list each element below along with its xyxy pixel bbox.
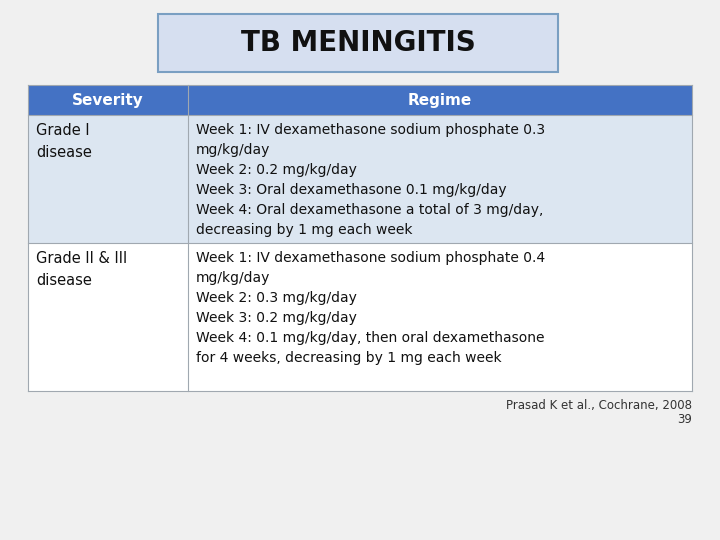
FancyBboxPatch shape: [158, 14, 558, 72]
Text: Week 1: IV dexamethasone sodium phosphate 0.3
mg/kg/day
Week 2: 0.2 mg/kg/day
We: Week 1: IV dexamethasone sodium phosphat…: [196, 123, 545, 237]
Text: 39: 39: [677, 413, 692, 426]
Text: Week 1: IV dexamethasone sodium phosphate 0.4
mg/kg/day
Week 2: 0.3 mg/kg/day
We: Week 1: IV dexamethasone sodium phosphat…: [196, 251, 545, 365]
Text: Grade II & III
disease: Grade II & III disease: [36, 251, 127, 288]
Text: Grade I
disease: Grade I disease: [36, 123, 92, 160]
Text: Severity: Severity: [72, 92, 144, 107]
Text: TB MENINGITIS: TB MENINGITIS: [240, 29, 475, 57]
Bar: [28, 115, 692, 243]
Bar: [28, 85, 692, 115]
Text: Regime: Regime: [408, 92, 472, 107]
Text: Prasad K et al., Cochrane, 2008: Prasad K et al., Cochrane, 2008: [506, 399, 692, 412]
Bar: [28, 243, 692, 391]
